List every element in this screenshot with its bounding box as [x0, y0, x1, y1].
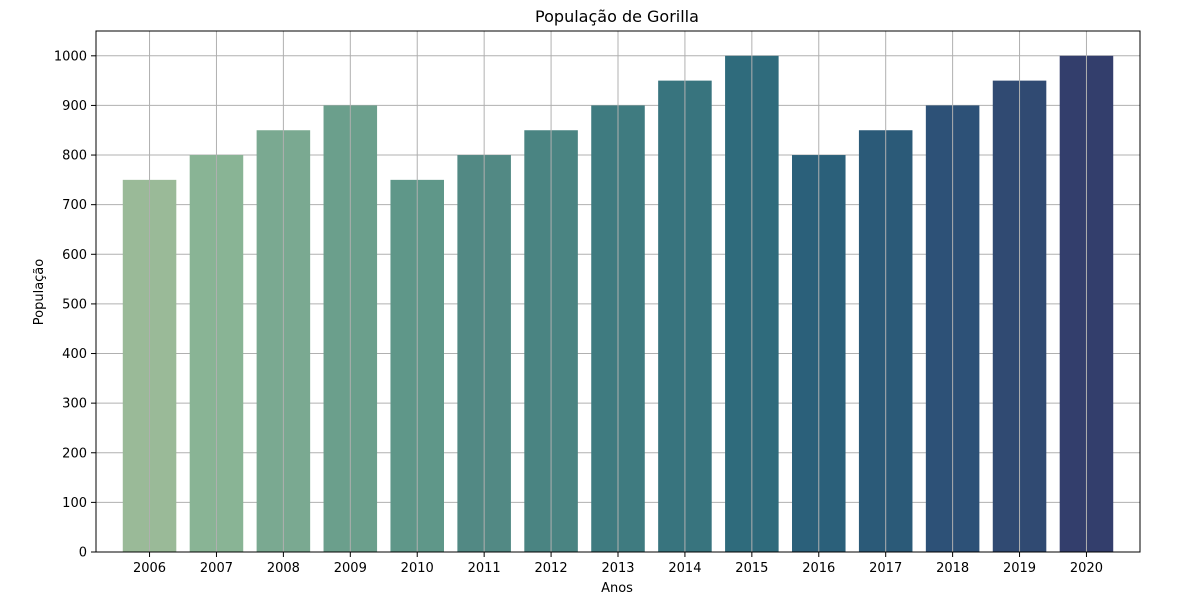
y-axis: 0 100 200 300 400 500 600 700 800 900 1000	[54, 49, 96, 561]
x-tick-label: 2016	[802, 561, 835, 576]
x-tick-label: 2017	[869, 561, 902, 576]
x-tick-label: 2018	[936, 561, 969, 576]
y-tick-label: 700	[62, 198, 87, 213]
y-tick-label: 200	[62, 446, 87, 461]
x-tick-label: 2020	[1070, 561, 1103, 576]
x-tick-label: 2013	[601, 561, 634, 576]
x-tick-label: 2012	[535, 561, 568, 576]
x-tick-label: 2007	[200, 561, 233, 576]
x-tick-label: 2011	[468, 561, 501, 576]
x-tick-label: 2010	[401, 561, 434, 576]
y-tick-label: 400	[62, 347, 87, 362]
x-tick-label: 2009	[334, 561, 367, 576]
x-tick-label: 2008	[267, 561, 300, 576]
x-grid	[149, 31, 1087, 552]
x-axis-label: Anos	[601, 581, 633, 596]
chart-title: População de Gorilla	[535, 7, 699, 26]
x-tick-label: 2006	[133, 561, 166, 576]
x-tick-label: 2019	[1003, 561, 1036, 576]
y-axis-label: População	[32, 259, 47, 326]
y-tick-label: 300	[62, 397, 87, 412]
y-tick-label: 1000	[54, 49, 87, 64]
y-tick-label: 900	[62, 99, 87, 114]
x-axis: 2006 2007 2008 2009 2010 2011 2012 2013 2014 2015…	[133, 552, 1103, 576]
y-tick-label: 800	[62, 149, 87, 164]
y-tick-label: 600	[62, 248, 87, 263]
y-tick-label: 0	[79, 546, 87, 561]
x-tick-label: 2015	[735, 561, 768, 576]
y-tick-label: 100	[62, 496, 87, 511]
y-tick-label: 500	[62, 297, 87, 312]
x-tick-label: 2014	[668, 561, 701, 576]
